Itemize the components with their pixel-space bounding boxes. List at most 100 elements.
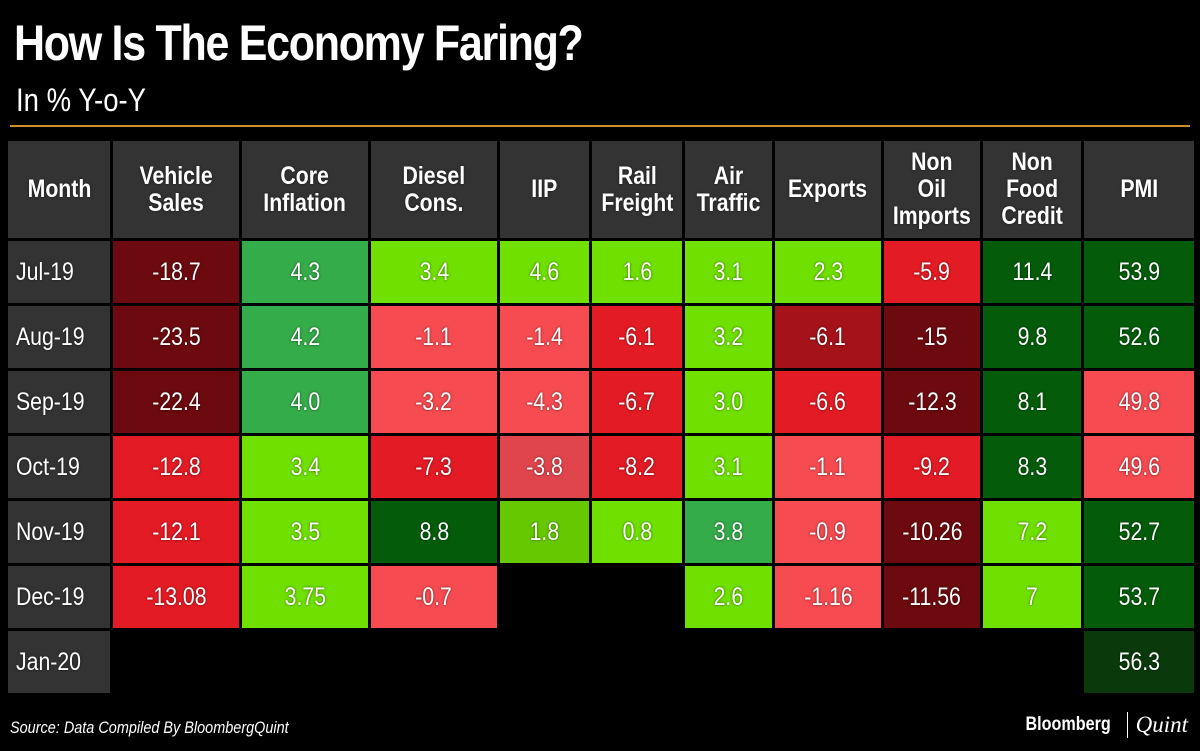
table-cell: 11.4 [983, 241, 1081, 303]
table-cell: 7 [983, 566, 1081, 628]
table-cell-text: -1.1 [415, 322, 453, 351]
table-cell-text: 53.7 [1118, 582, 1160, 611]
table-cell: -6.1 [775, 306, 881, 368]
table-cell: -22.4 [113, 371, 239, 433]
table-cell-text: 4.6 [529, 257, 560, 286]
table-cell: 4.0 [242, 371, 368, 433]
row-month-label: Aug-19 [8, 306, 110, 368]
table-cell-text: 3.4 [290, 452, 320, 481]
table-cell [592, 566, 682, 628]
table-cell-text: 8.8 [419, 517, 449, 546]
column-header: Month [8, 141, 110, 238]
column-header: Exports [775, 141, 881, 238]
table-cell-text: -12.3 [907, 387, 957, 416]
table-cell: 8.8 [371, 501, 497, 563]
table-cell: -9.2 [884, 436, 980, 498]
table-cell: 3.5 [242, 501, 368, 563]
column-header-text: Vehicle Sales [139, 161, 213, 217]
table-cell-text: -1.1 [809, 452, 847, 481]
table-cell-text: -6.6 [809, 387, 847, 416]
table-cell: -0.9 [775, 501, 881, 563]
column-header-text: Month [27, 175, 91, 203]
table-cell: 52.6 [1084, 306, 1194, 368]
table-cell: -1.1 [371, 306, 497, 368]
bloombergquint-logo: Bloomberg Quint [1018, 712, 1188, 738]
table-cell-text: 53.9 [1118, 257, 1160, 286]
table-cell-text: -6.1 [618, 322, 656, 351]
table-cell-text: -12.1 [151, 517, 201, 546]
column-header: PMI [1084, 141, 1194, 238]
table-cell: -5.9 [884, 241, 980, 303]
table-cell: 9.8 [983, 306, 1081, 368]
table-cell: 1.8 [500, 501, 589, 563]
table-cell-text: 3.0 [713, 387, 744, 416]
table-cell-text: 3.4 [419, 257, 449, 286]
table-cell-text: 3.8 [713, 517, 744, 546]
column-header-text: IIP [531, 175, 558, 203]
table-cell-text: 0.8 [622, 517, 652, 546]
table-cell-text: -15 [916, 322, 948, 351]
logo-secondary: Quint [1135, 712, 1188, 737]
table-cell: -0.7 [371, 566, 497, 628]
table-cell [983, 631, 1081, 693]
table-cell-text: 4.0 [290, 387, 320, 416]
column-header-text: Exports [788, 175, 868, 203]
table-cell-text: -5.9 [913, 257, 951, 286]
table-cell-text: 8.1 [1017, 387, 1047, 416]
table-cell-text: 7.2 [1017, 517, 1047, 546]
table-cell: -12.3 [884, 371, 980, 433]
table-cell-text: 4.2 [290, 322, 320, 351]
column-header: Core Inflation [242, 141, 368, 238]
table-cell: 3.8 [685, 501, 772, 563]
table-cell-text: -3.2 [415, 387, 453, 416]
table-cell: -23.5 [113, 306, 239, 368]
table-cell: 53.9 [1084, 241, 1194, 303]
table-cell-text: -1.16 [803, 582, 853, 611]
column-header-text: Diesel Cons. [402, 161, 466, 217]
table-cell-text: 3.75 [284, 582, 326, 611]
table-cell [775, 631, 881, 693]
table-cell: 3.1 [685, 241, 772, 303]
table-cell: -12.8 [113, 436, 239, 498]
table-cell: 7.2 [983, 501, 1081, 563]
column-header-text: Air Traffic [696, 161, 761, 217]
table-cell-text: 3.1 [713, 257, 744, 286]
table-cell: -3.8 [500, 436, 589, 498]
row-month-label-text: Jul-19 [16, 257, 74, 286]
economy-table: Month Vehicle Sales Core Inflation Diesel C… [8, 141, 1194, 693]
table-cell-text: -0.9 [809, 517, 847, 546]
table-cell-text: -7.3 [415, 452, 453, 481]
table-cell: -12.1 [113, 501, 239, 563]
source-note: Source: Data Compiled By BloombergQuint [10, 718, 289, 737]
table-cell: 53.7 [1084, 566, 1194, 628]
column-header: Diesel Cons. [371, 141, 497, 238]
table-cell: -11.56 [884, 566, 980, 628]
table-cell: 3.0 [685, 371, 772, 433]
column-header-text: Core Inflation [263, 161, 347, 217]
table-cell-text: 52.6 [1118, 322, 1160, 351]
column-header: Air Traffic [685, 141, 772, 238]
table-cell: 3.1 [685, 436, 772, 498]
table-cell-text: -13.08 [145, 582, 207, 611]
table-cell [592, 631, 682, 693]
table-cell-text: -10.26 [901, 517, 963, 546]
table-cell: 2.6 [685, 566, 772, 628]
table-cell-text: -0.7 [415, 582, 453, 611]
table-cell-text: 7 [1026, 582, 1038, 611]
table-cell-text: -11.56 [902, 582, 962, 611]
column-header: Rail Freight [592, 141, 682, 238]
column-header-text: PMI [1120, 175, 1158, 203]
table-cell: 8.3 [983, 436, 1081, 498]
table-cell-text: 4.3 [290, 257, 320, 286]
page-title: How Is The Economy Faring? [14, 15, 584, 71]
row-month-label: Oct-19 [8, 436, 110, 498]
table-cell-text: 3.2 [713, 322, 744, 351]
table-cell-text: 1.6 [622, 257, 652, 286]
table-cell-text: 3.1 [713, 452, 744, 481]
row-month-label: Sep-19 [8, 371, 110, 433]
title-divider [10, 125, 1190, 127]
row-month-label: Nov-19 [8, 501, 110, 563]
table-cell-text: -22.4 [151, 387, 201, 416]
table-cell: -6.1 [592, 306, 682, 368]
table-cell-text: 1.8 [529, 517, 560, 546]
